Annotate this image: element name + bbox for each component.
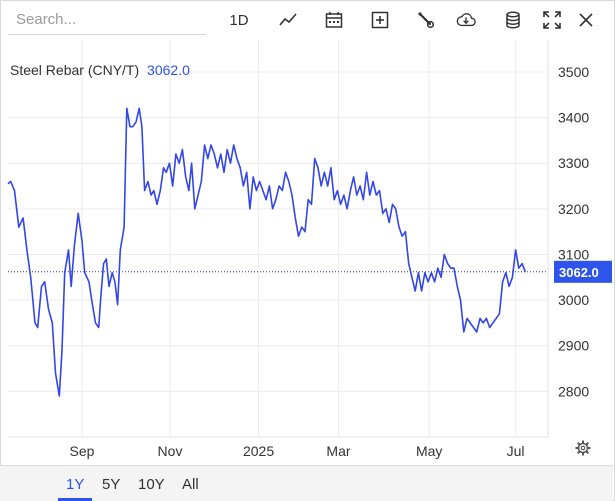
x-tick-label: May xyxy=(416,443,442,459)
fullscreen-icon[interactable] xyxy=(539,7,565,33)
active-range-indicator xyxy=(58,498,92,501)
x-tick-label: Nov xyxy=(158,443,183,459)
series-name: Steel Rebar (CNY/T) xyxy=(10,62,139,78)
series-value: 3062.0 xyxy=(147,62,190,78)
range-all[interactable]: All xyxy=(182,476,199,493)
range-bar: 1Y 5Y 10Y All xyxy=(0,465,613,501)
y-tick-label: 3400 xyxy=(558,110,589,126)
y-tick-label: 2800 xyxy=(558,383,589,399)
y-tick-label: 3300 xyxy=(558,155,589,171)
calendar-icon[interactable] xyxy=(321,7,347,33)
last-value-badge xyxy=(554,260,612,283)
line-chart-icon[interactable] xyxy=(275,7,301,33)
price-line xyxy=(7,107,527,397)
gear-icon[interactable] xyxy=(575,440,591,456)
y-tick-label: 2900 xyxy=(558,338,589,354)
y-tick-label: 3200 xyxy=(558,201,589,217)
range-5y[interactable]: 5Y xyxy=(102,476,121,493)
y-tick-label: 3000 xyxy=(558,292,589,308)
interval-button[interactable]: 1D xyxy=(229,11,249,29)
last-value-label: 3062.0 xyxy=(559,265,599,280)
x-tick-label: Sep xyxy=(70,443,95,459)
y-tick-label: 3100 xyxy=(558,246,589,262)
x-tick-label: Jul xyxy=(507,443,525,459)
range-1y[interactable]: 1Y xyxy=(66,476,85,493)
y-tick-label: 3500 xyxy=(558,64,589,80)
x-tick-label: Mar xyxy=(326,443,350,459)
download-icon[interactable] xyxy=(452,7,480,33)
database-icon[interactable] xyxy=(500,7,526,33)
x-tick-label: 2025 xyxy=(243,443,274,459)
price-chart[interactable]: Sep Nov 2025 Mar May Jul 2800 2900 3000 3100 3200… xyxy=(0,40,615,465)
chart-area[interactable]: Sep Nov 2025 Mar May Jul 2800 2900 3000 3100 3200… xyxy=(0,40,615,465)
toolbar: 1D xyxy=(0,0,615,40)
range-10y[interactable]: 10Y xyxy=(138,476,165,493)
wrench-icon[interactable] xyxy=(413,7,439,33)
svg-text:Steel Rebar (CNY/T) 3062: Steel Rebar (CNY/T) 3062.0 xyxy=(10,62,190,78)
search-input[interactable] xyxy=(8,5,206,35)
close-icon[interactable] xyxy=(573,7,599,33)
add-indicator-icon[interactable] xyxy=(367,7,393,33)
